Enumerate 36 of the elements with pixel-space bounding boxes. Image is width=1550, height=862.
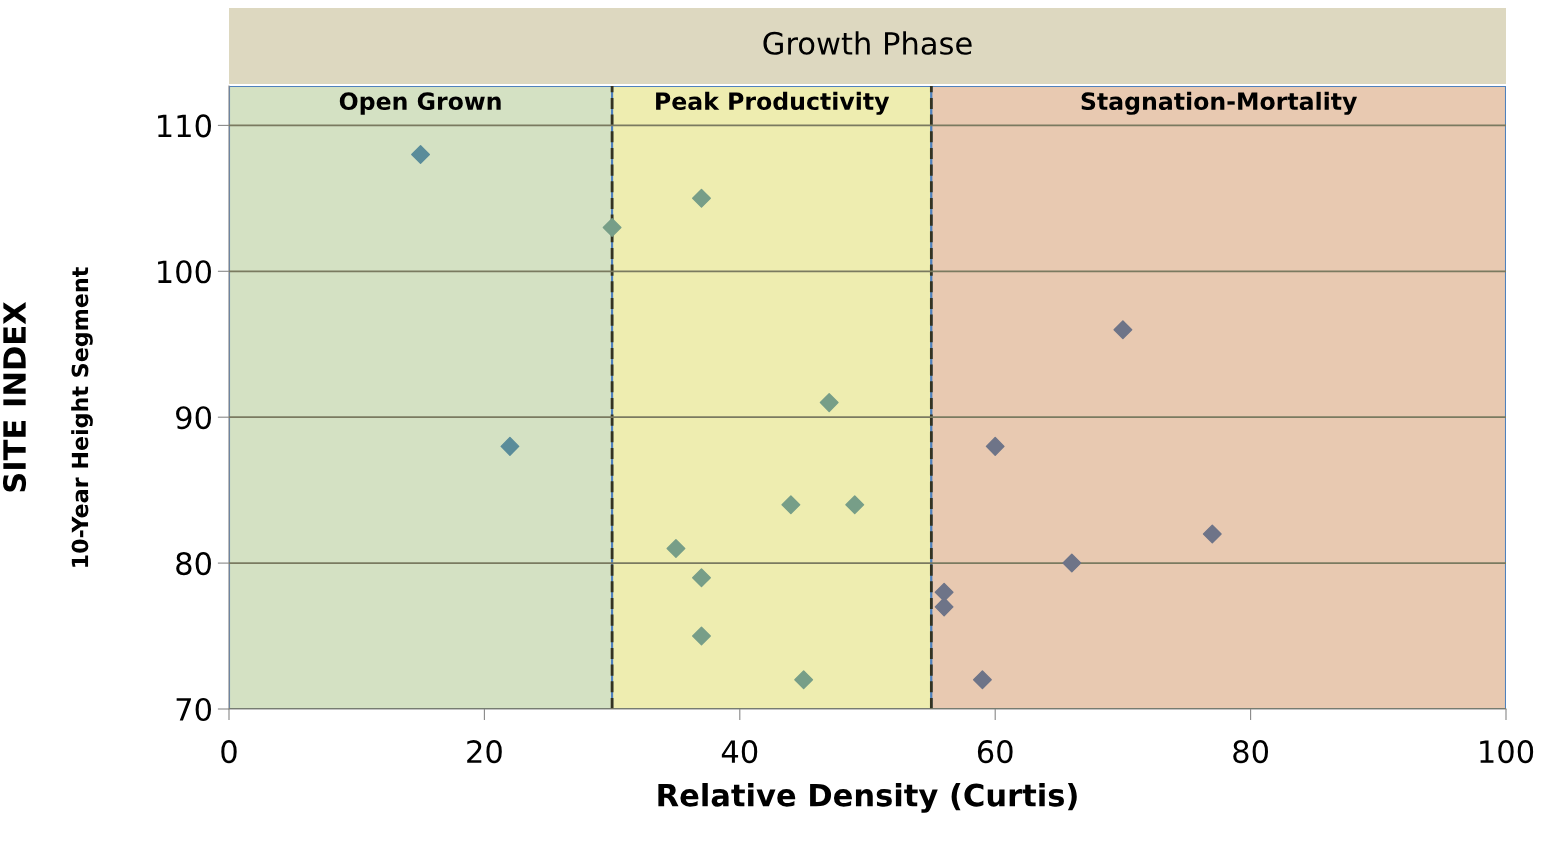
x-tick-label: 60: [977, 740, 1013, 764]
band-label: Stagnation-Mortality: [1081, 91, 1358, 115]
x-tick-label: 40: [721, 740, 758, 764]
band-label: Open Grown: [339, 92, 501, 115]
point: [602, 218, 622, 238]
point: [692, 568, 711, 588]
point: [794, 670, 814, 690]
y-tick-label: 110: [158, 114, 211, 138]
y-tick-label: 100: [158, 260, 211, 284]
point: [819, 393, 839, 413]
chart-title: Growth Phase: [763, 31, 972, 55]
y-tick-label: 70: [176, 697, 211, 722]
point: [666, 539, 686, 558]
x-tick-label: 20: [467, 740, 502, 764]
point: [500, 436, 520, 456]
point: [692, 626, 711, 646]
point: [985, 436, 1005, 456]
y-axis-title: SITE INDEX: [2, 301, 27, 492]
point: [934, 597, 954, 617]
point: [411, 145, 431, 165]
y-tick-label: 80: [176, 552, 211, 576]
x-tick-label: 0: [221, 740, 237, 764]
point: [692, 188, 711, 208]
point: [1113, 320, 1133, 340]
point: [845, 495, 865, 515]
point: [1202, 524, 1222, 544]
x-axis-title: Relative Density (Curtis): [658, 783, 1077, 813]
text: 10-Year Height Segment: [71, 267, 93, 567]
point: [781, 495, 801, 515]
point: [972, 670, 992, 690]
y-tick-label: 90: [176, 406, 211, 430]
point: [1062, 553, 1082, 573]
band-label: Peak Productivity: [656, 91, 890, 115]
point: [934, 582, 954, 602]
x-tick-label: 100: [1480, 740, 1534, 764]
x-tick-label: 80: [1233, 740, 1269, 764]
